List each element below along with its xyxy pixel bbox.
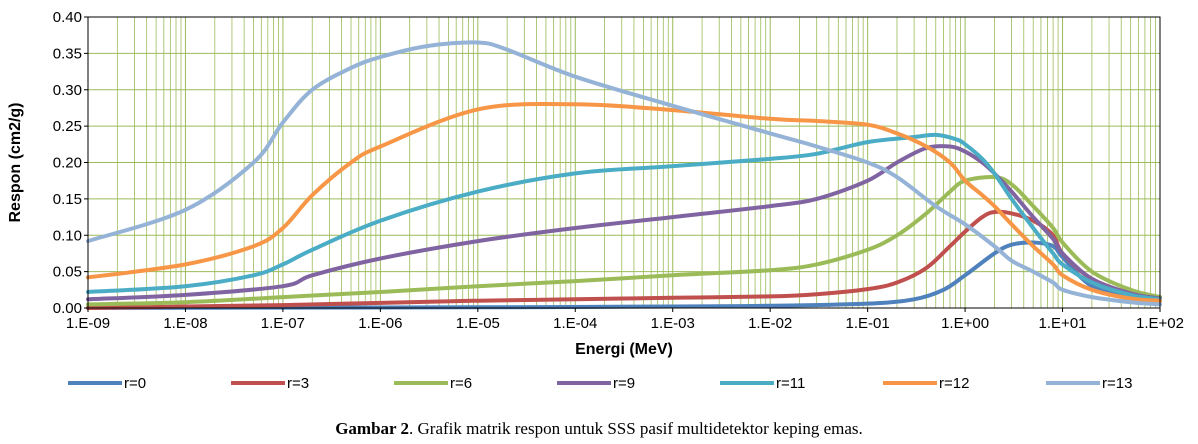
legend-label: r=9 [613,375,635,392]
series-line-r-3 [86,209,1162,310]
x-tick-label: 1.E+00 [941,315,989,332]
y-tick-label: 0.20 [53,155,82,172]
series-line-r-13 [86,40,1162,307]
y-tick-label: 0.30 [53,82,82,99]
legend-label: r=3 [287,375,309,392]
y-axis-title: Respon (cm2/g) [7,102,24,222]
legend-label: r=13 [1102,375,1132,392]
x-tick-label: 1.E-06 [358,315,402,332]
legend-label: r=0 [124,375,146,392]
x-axis-title: Energi (MeV) [575,341,673,358]
x-tick-label: 1.E-08 [163,315,207,332]
x-tick-label: 1.E-04 [553,315,597,332]
chart: 0.00 0.05 0.10 0.15 0.20 0.25 0.30 0.35 0.40 1.E… [7,9,1184,392]
x-tick-label: 1.E-05 [456,315,500,332]
y-tick-labels: 0.00 0.05 0.10 0.15 0.20 0.25 0.30 0.35 0.40 [53,9,88,317]
legend-label: r=11 [776,375,805,392]
legend-label: r=6 [450,375,472,392]
x-tick-label: 1.E+01 [1039,315,1087,332]
x-tick-label: 1.E-09 [66,315,110,332]
legend: r=0 r=3 r=6 r=9 r=11 r=12 r=13 [68,375,1132,392]
y-tick-label: 0.40 [53,9,82,26]
figure-caption: Gambar 2. Grafik matrik respon untuk SSS… [0,419,1198,439]
series-line-r-9 [86,143,1162,302]
y-tick-label: 0.05 [53,264,82,281]
x-tick-label: 1.E+02 [1136,315,1184,332]
legend-label: r=12 [939,375,969,392]
y-tick-label: 0.10 [53,227,82,244]
y-tick-label: 0.35 [53,45,82,62]
caption-label: Gambar 2 [335,419,410,438]
caption-text: . Grafik matrik respon untuk SSS pasif m… [409,419,863,438]
x-tick-label: 1.E-03 [651,315,695,332]
x-tick-label: 1.E-02 [748,315,792,332]
series-line-r-11 [86,132,1162,302]
y-tick-label: 0.25 [53,118,82,135]
y-tick-label: 0.15 [53,191,82,208]
series-line-r-6 [86,174,1162,307]
series-line-r-0 [86,240,1162,310]
x-tick-labels: 1.E-09 1.E-08 1.E-07 1.E-06 1.E-05 1.E-04 1.E-… [66,308,1184,332]
grid-lines [87,16,1160,309]
x-tick-label: 1.E-07 [261,315,305,332]
x-tick-label: 1.E-01 [846,315,890,332]
y-tick-label: 0.00 [53,300,82,317]
series-lines [86,40,1162,310]
series-line-r-12 [86,102,1162,303]
